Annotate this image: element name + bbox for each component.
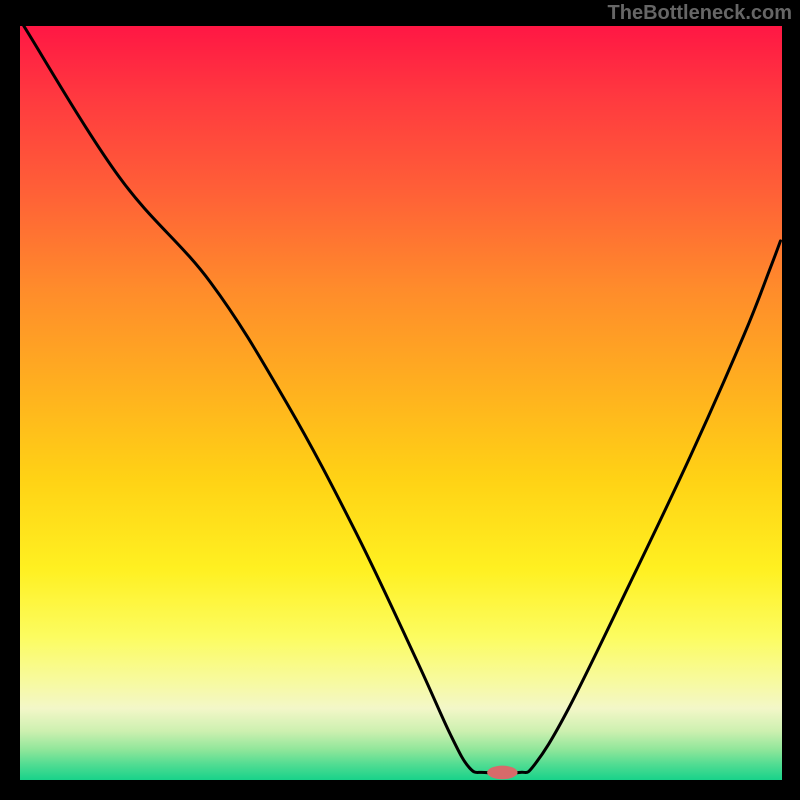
bottleneck-chart (20, 26, 782, 780)
chart-svg (20, 26, 782, 780)
chart-background (20, 26, 782, 780)
optimum-marker (487, 766, 517, 780)
watermark-text: TheBottleneck.com (608, 2, 792, 25)
